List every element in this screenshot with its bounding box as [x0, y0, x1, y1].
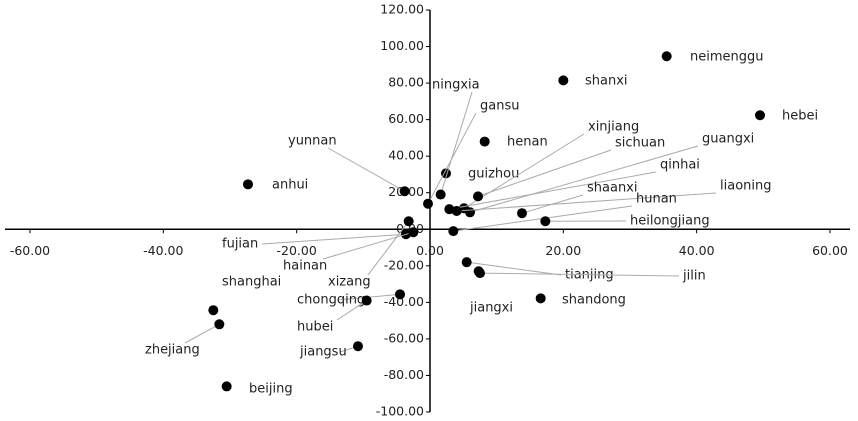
leader-line [440, 91, 473, 195]
point [473, 266, 484, 277]
point [408, 227, 419, 238]
leader-line [469, 145, 699, 213]
point [479, 136, 490, 147]
leader-line [184, 323, 220, 344]
point-label: shanghai [222, 275, 281, 290]
y-tick-label: 120.00 [380, 2, 424, 17]
point [423, 198, 433, 209]
leader-line [456, 192, 717, 212]
point [361, 295, 372, 306]
point [208, 305, 219, 316]
leader-line [521, 194, 584, 214]
leader-line [427, 112, 477, 204]
leader-line [367, 220, 410, 276]
point [465, 207, 475, 218]
point [473, 191, 483, 202]
x-tick-label: 60.00 [812, 243, 848, 258]
point [441, 168, 451, 179]
point-label: hubei [297, 320, 333, 335]
point [755, 110, 765, 121]
point-label: guangxi [702, 132, 754, 147]
point [517, 208, 527, 219]
y-tick-label: -100.00 [376, 404, 424, 419]
leader-line [463, 133, 585, 209]
point [451, 206, 462, 216]
point-label: sichuan [615, 136, 665, 151]
point-label: beijing [249, 382, 293, 397]
point [221, 381, 232, 392]
y-tick-label: 60.00 [388, 111, 424, 126]
point-label: shanxi [585, 74, 628, 89]
point-label: gansu [480, 99, 519, 114]
point-label: fujian [222, 237, 258, 252]
point [535, 293, 546, 304]
leader-line [327, 147, 405, 192]
point-label: anhui [272, 178, 308, 193]
point [399, 186, 410, 197]
leader-line [466, 261, 562, 276]
point-label: hainan [283, 259, 327, 274]
y-tick-label: -20.00 [384, 257, 424, 272]
point [558, 75, 569, 86]
point-label: xizang [328, 275, 371, 290]
x-tick-label: -60.00 [10, 243, 50, 258]
x-tick-label: 40.00 [679, 243, 715, 258]
point [395, 289, 405, 300]
point-label: zhejiang [145, 343, 200, 358]
y-tick-label: -60.00 [384, 330, 424, 345]
leader-line [261, 233, 407, 245]
point [435, 189, 446, 200]
point-label: jiangsu [299, 345, 347, 360]
point-label: heilongjiang [630, 214, 710, 229]
point-label: chongqing [297, 293, 365, 308]
point [661, 51, 672, 62]
y-tick-label: 100.00 [380, 38, 424, 53]
leader-line [322, 231, 414, 260]
point [403, 216, 414, 227]
x-tick-label: -40.00 [143, 243, 183, 258]
leader-line [336, 300, 367, 321]
point-label: guizhou [468, 167, 519, 182]
y-tick-label: -80.00 [384, 367, 424, 382]
point-label: liaoning [720, 179, 772, 194]
point [461, 257, 472, 268]
point [353, 341, 363, 352]
x-tick-label: -20.00 [277, 243, 317, 258]
point-label: jilin [682, 269, 706, 284]
y-tick-label: -40.00 [384, 294, 424, 309]
point-label: xinjiang [588, 120, 639, 135]
point-label: shaanxi [587, 181, 638, 196]
y-tick-label: 80.00 [388, 75, 424, 90]
point-label: yunnan [288, 134, 337, 149]
point-label: shandong [562, 293, 626, 308]
point-label: qinhai [660, 158, 700, 173]
y-tick-label: 40.00 [388, 148, 424, 163]
leader-line [477, 149, 612, 197]
point [214, 319, 225, 330]
leader-line [479, 272, 680, 277]
x-tick-label: 20.00 [545, 243, 581, 258]
leader-line [449, 171, 657, 210]
point-label: neimenggu [690, 50, 764, 65]
point-label: jiangxi [469, 301, 513, 316]
point [243, 179, 253, 190]
point-label: henan [507, 135, 548, 150]
point [448, 226, 459, 237]
point-label: ningxia [432, 78, 480, 93]
point-label: hebei [782, 109, 818, 124]
point [540, 216, 551, 227]
point-label: hunan [636, 192, 677, 207]
x-tick-label: 0.00 [416, 243, 444, 258]
